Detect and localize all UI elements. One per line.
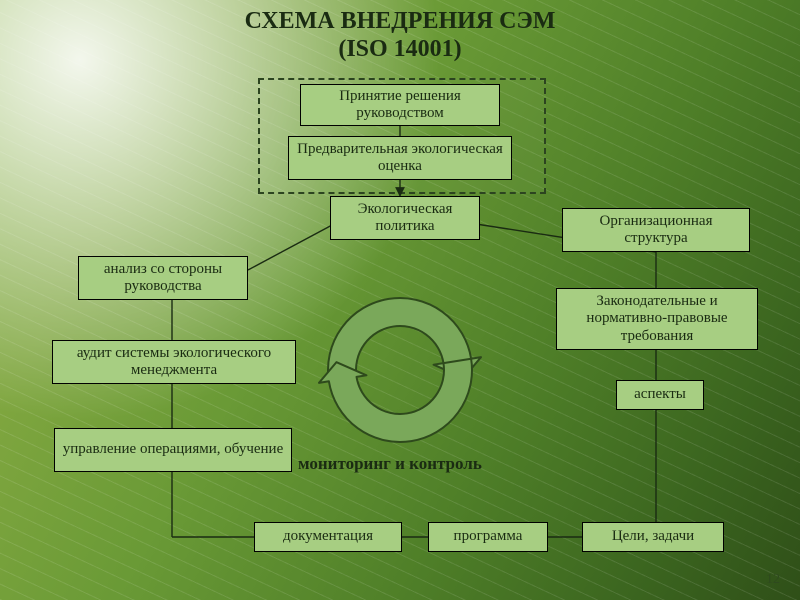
node-aspects: аспекты [616, 380, 704, 410]
node-goals: Цели, задачи [582, 522, 724, 552]
page-title: СХЕМА ВНЕДРЕНИЯ СЭМ (ISO 14001) [0, 8, 800, 63]
node-ems-audit: аудит системы экологического менеджмента [52, 340, 296, 384]
node-management-review: анализ со стороны руководства [78, 256, 248, 300]
node-decision: Принятие решения руководством [300, 84, 500, 126]
node-prelim-assessment: Предварительная экологическая оценка [288, 136, 512, 180]
slide-number: 12 [766, 572, 780, 588]
node-program: программа [428, 522, 548, 552]
node-org-structure: Организационная структура [562, 208, 750, 252]
node-documentation: документация [254, 522, 402, 552]
node-legal-requirements: Законодательные и нормативно-правовые тр… [556, 288, 758, 350]
node-eco-policy: Экологическая политика [330, 196, 480, 240]
cycle-arrows-icon [310, 280, 490, 460]
label-monitoring: мониторинг и контроль [298, 454, 482, 474]
node-operations-training: управление операциями, обучение [54, 428, 292, 472]
